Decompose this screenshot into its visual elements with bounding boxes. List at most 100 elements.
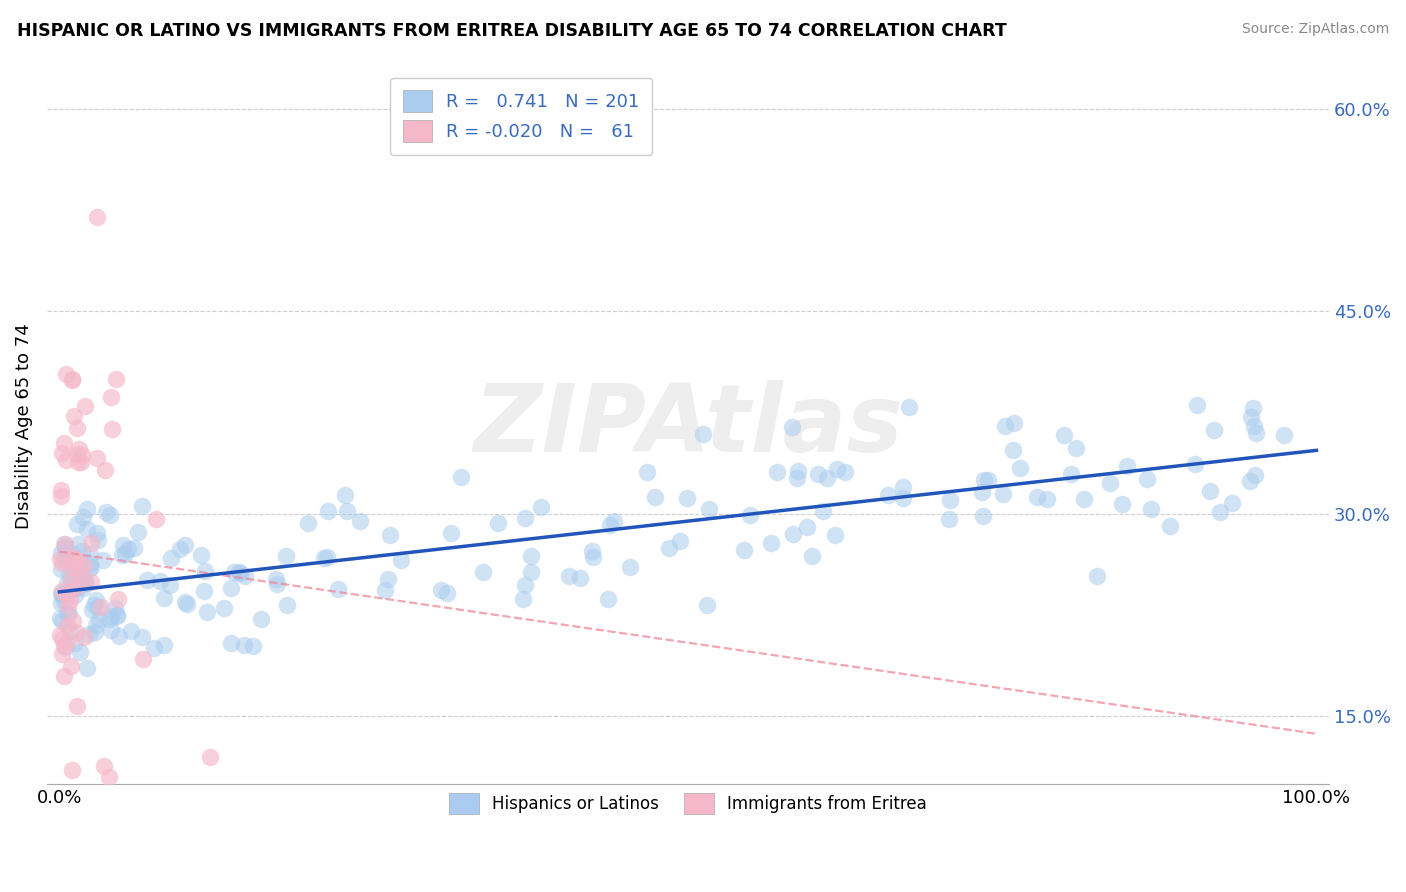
- Point: [668, 533, 690, 548]
- Point: [51, 615, 73, 629]
- Point: [49, 586, 72, 600]
- Point: [939, 492, 962, 507]
- Point: [97, 770, 120, 784]
- Point: [761, 536, 783, 550]
- Point: [75, 576, 97, 591]
- Point: [1159, 519, 1181, 533]
- Point: [56, 587, 79, 601]
- Point: [1136, 472, 1159, 486]
- Point: [970, 485, 993, 500]
- Point: [1008, 461, 1031, 475]
- Point: [276, 549, 298, 563]
- Point: [374, 582, 396, 597]
- Point: [84, 618, 107, 632]
- Point: [52, 594, 75, 608]
- Point: [60, 659, 83, 673]
- Point: [1002, 416, 1025, 430]
- Point: [127, 525, 149, 540]
- Point: [135, 573, 157, 587]
- Point: [79, 547, 101, 561]
- Point: [316, 504, 339, 518]
- Point: [70, 544, 93, 558]
- Point: [436, 586, 458, 600]
- Point: [72, 509, 94, 524]
- Point: [101, 422, 124, 436]
- Point: [86, 210, 108, 224]
- Point: [107, 609, 129, 624]
- Point: [112, 538, 135, 552]
- Point: [891, 480, 914, 494]
- Point: [66, 552, 89, 566]
- Point: [80, 559, 103, 574]
- Point: [67, 455, 90, 469]
- Point: [111, 548, 134, 562]
- Point: [53, 669, 76, 683]
- Point: [79, 536, 101, 550]
- Point: [131, 630, 153, 644]
- Point: [807, 467, 830, 482]
- Point: [1239, 474, 1261, 488]
- Point: [1243, 419, 1265, 434]
- Point: [780, 420, 803, 434]
- Point: [1066, 442, 1088, 456]
- Point: [692, 426, 714, 441]
- Point: [100, 609, 122, 624]
- Point: [98, 508, 121, 522]
- Point: [51, 583, 73, 598]
- Point: [60, 559, 83, 574]
- Point: [228, 565, 250, 579]
- Point: [56, 635, 79, 649]
- Point: [70, 562, 93, 576]
- Point: [58, 599, 80, 614]
- Point: [766, 465, 789, 479]
- Point: [60, 763, 83, 777]
- Point: [733, 543, 755, 558]
- Point: [77, 627, 100, 641]
- Point: [378, 528, 401, 542]
- Point: [636, 466, 658, 480]
- Point: [603, 514, 626, 528]
- Y-axis label: Disability Age 65 to 74: Disability Age 65 to 74: [15, 323, 32, 529]
- Point: [51, 446, 73, 460]
- Point: [644, 490, 666, 504]
- Point: [53, 639, 76, 653]
- Point: [86, 592, 108, 607]
- Point: [70, 569, 93, 583]
- Point: [697, 502, 720, 516]
- Point: [1198, 484, 1220, 499]
- Point: [55, 452, 77, 467]
- Point: [60, 553, 83, 567]
- Point: [815, 470, 838, 484]
- Point: [582, 550, 605, 565]
- Point: [190, 548, 212, 562]
- Point: [63, 636, 86, 650]
- Point: [1241, 401, 1264, 416]
- Point: [891, 491, 914, 505]
- Text: ZIPAtlas: ZIPAtlas: [472, 380, 903, 472]
- Point: [194, 564, 217, 578]
- Point: [73, 558, 96, 573]
- Point: [153, 591, 176, 605]
- Point: [73, 399, 96, 413]
- Point: [513, 511, 536, 525]
- Point: [87, 599, 110, 614]
- Point: [65, 581, 87, 595]
- Point: [89, 612, 111, 626]
- Point: [75, 575, 97, 590]
- Point: [122, 541, 145, 556]
- Point: [195, 605, 218, 619]
- Point: [51, 588, 73, 602]
- Point: [63, 588, 86, 602]
- Point: [219, 636, 242, 650]
- Point: [93, 759, 115, 773]
- Point: [159, 578, 181, 592]
- Point: [132, 652, 155, 666]
- Point: [65, 580, 87, 594]
- Point: [1099, 475, 1122, 490]
- Point: [174, 595, 197, 609]
- Point: [83, 598, 105, 612]
- Point: [740, 508, 762, 522]
- Point: [52, 435, 75, 450]
- Point: [520, 549, 543, 563]
- Point: [94, 505, 117, 519]
